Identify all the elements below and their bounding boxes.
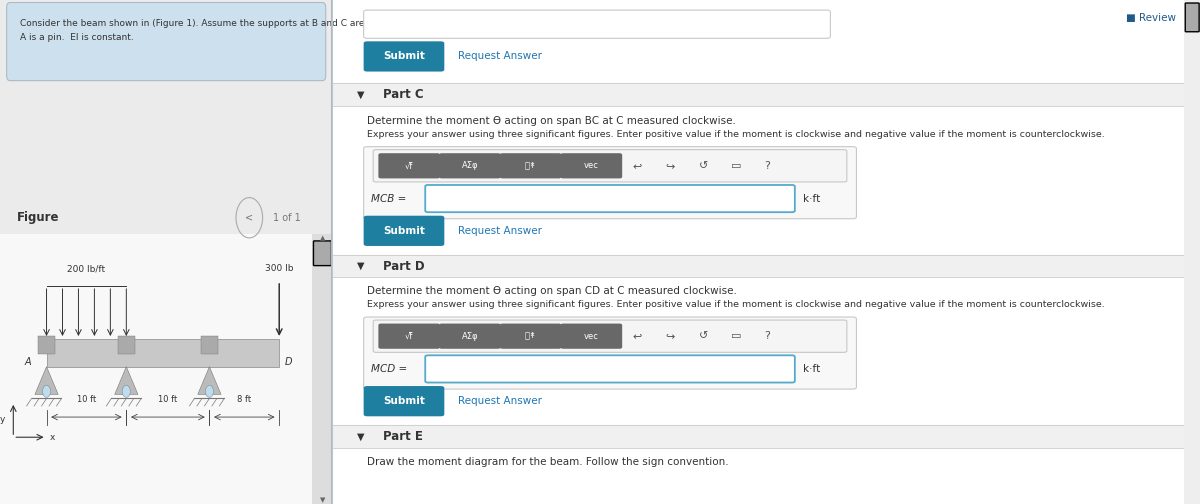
- Text: Request Answer: Request Answer: [458, 51, 542, 61]
- Circle shape: [42, 385, 50, 397]
- Text: ↺: ↺: [698, 161, 708, 171]
- Text: k·ft: k·ft: [803, 194, 820, 204]
- Text: y: y: [0, 415, 5, 424]
- Text: Submit: Submit: [383, 226, 425, 236]
- FancyBboxPatch shape: [560, 153, 622, 178]
- Text: AΣφ: AΣφ: [462, 332, 478, 341]
- Text: ▼: ▼: [356, 90, 364, 100]
- FancyBboxPatch shape: [313, 241, 331, 266]
- Text: Draw the moment diagram for the beam. Follow the sign convention.: Draw the moment diagram for the beam. Fo…: [367, 457, 728, 467]
- FancyBboxPatch shape: [560, 324, 622, 349]
- Text: Request Answer: Request Answer: [458, 396, 542, 406]
- Text: ▭: ▭: [732, 331, 742, 341]
- Circle shape: [205, 385, 214, 397]
- FancyBboxPatch shape: [373, 150, 847, 182]
- Text: 10 ft: 10 ft: [158, 396, 178, 404]
- Polygon shape: [198, 367, 221, 394]
- FancyBboxPatch shape: [364, 386, 444, 416]
- Text: <: <: [245, 213, 253, 223]
- Text: Consider the beam shown in (Figure 1). Assume the supports at B and C are roller: Consider the beam shown in (Figure 1). A…: [20, 19, 415, 28]
- FancyBboxPatch shape: [373, 320, 847, 352]
- Text: x: x: [50, 433, 55, 442]
- FancyBboxPatch shape: [425, 185, 794, 212]
- Text: Submit: Submit: [383, 396, 425, 406]
- FancyBboxPatch shape: [439, 324, 500, 349]
- FancyBboxPatch shape: [7, 3, 325, 81]
- Text: MCB =: MCB =: [372, 194, 407, 204]
- Polygon shape: [115, 367, 138, 394]
- Circle shape: [122, 385, 131, 397]
- Text: ▼: ▼: [356, 431, 364, 442]
- Text: ↆ↟: ↆ↟: [524, 161, 536, 170]
- Text: ▼: ▼: [319, 497, 325, 503]
- Text: D: D: [286, 357, 293, 366]
- Bar: [332, 83, 1184, 106]
- FancyBboxPatch shape: [1186, 3, 1199, 32]
- Text: ■ Review: ■ Review: [1126, 13, 1176, 23]
- Text: Part D: Part D: [383, 260, 425, 273]
- Text: ▲: ▲: [1190, 3, 1194, 8]
- Text: Determine the moment ϴ acting on span BC at C measured clockwise.: Determine the moment ϴ acting on span BC…: [367, 116, 736, 126]
- Text: k·ft: k·ft: [803, 364, 820, 374]
- Text: ▼: ▼: [1190, 499, 1194, 504]
- Text: B: B: [104, 357, 112, 366]
- FancyBboxPatch shape: [500, 153, 562, 178]
- FancyBboxPatch shape: [364, 147, 857, 219]
- Bar: [332, 255, 1184, 277]
- FancyBboxPatch shape: [364, 317, 857, 389]
- Text: 1 of 1: 1 of 1: [272, 213, 300, 223]
- FancyBboxPatch shape: [378, 153, 440, 178]
- Bar: [1184, 0, 1200, 504]
- Text: ▭: ▭: [732, 161, 742, 171]
- Text: ?: ?: [764, 331, 770, 341]
- FancyBboxPatch shape: [364, 41, 444, 72]
- Bar: [332, 425, 1184, 448]
- Text: Express your answer using three significant figures. Enter positive value if the: Express your answer using three signific…: [367, 130, 1105, 139]
- FancyBboxPatch shape: [364, 216, 444, 246]
- Polygon shape: [35, 367, 58, 394]
- FancyBboxPatch shape: [378, 324, 440, 349]
- Text: vec: vec: [584, 332, 599, 341]
- Text: 300 lb: 300 lb: [265, 265, 294, 273]
- Text: √f̄: √f̄: [404, 332, 413, 341]
- Text: ▼: ▼: [356, 261, 364, 271]
- Text: 10 ft: 10 ft: [77, 396, 96, 404]
- Text: C: C: [188, 357, 194, 366]
- FancyBboxPatch shape: [425, 355, 794, 383]
- Text: ↺: ↺: [698, 331, 708, 341]
- Text: Figure: Figure: [17, 211, 59, 224]
- Text: 8 ft: 8 ft: [238, 396, 251, 404]
- Text: A: A: [25, 357, 31, 366]
- Text: Request Answer: Request Answer: [458, 226, 542, 236]
- Text: ▲: ▲: [319, 235, 325, 241]
- Text: ↩: ↩: [632, 331, 642, 341]
- Text: Submit: Submit: [383, 51, 425, 61]
- Text: √f̄: √f̄: [404, 161, 413, 170]
- Text: MCD =: MCD =: [372, 364, 408, 374]
- FancyBboxPatch shape: [500, 324, 562, 349]
- Text: ↪: ↪: [666, 331, 674, 341]
- Text: Part E: Part E: [383, 430, 422, 443]
- Bar: [0, 234, 332, 504]
- Text: Part C: Part C: [383, 88, 424, 101]
- Text: 200 lb/ft: 200 lb/ft: [67, 265, 106, 273]
- Text: ↪: ↪: [666, 161, 674, 171]
- FancyBboxPatch shape: [439, 153, 500, 178]
- Bar: [202, 337, 217, 354]
- Text: ↩: ↩: [632, 161, 642, 171]
- Bar: [312, 234, 332, 504]
- Text: A is a pin.  EI is constant.: A is a pin. EI is constant.: [20, 33, 133, 42]
- Text: ?: ?: [764, 161, 770, 171]
- Text: Express your answer using three significant figures. Enter positive value if the: Express your answer using three signific…: [367, 300, 1105, 309]
- Bar: [38, 337, 55, 354]
- Bar: [118, 337, 134, 354]
- Text: Determine the moment ϴ acting on span CD at C measured clockwise.: Determine the moment ϴ acting on span CD…: [367, 286, 737, 296]
- Text: vec: vec: [584, 161, 599, 170]
- Bar: [47, 339, 280, 367]
- Text: AΣφ: AΣφ: [462, 161, 478, 170]
- Text: ↆ↟: ↆ↟: [524, 332, 536, 341]
- FancyBboxPatch shape: [364, 10, 830, 38]
